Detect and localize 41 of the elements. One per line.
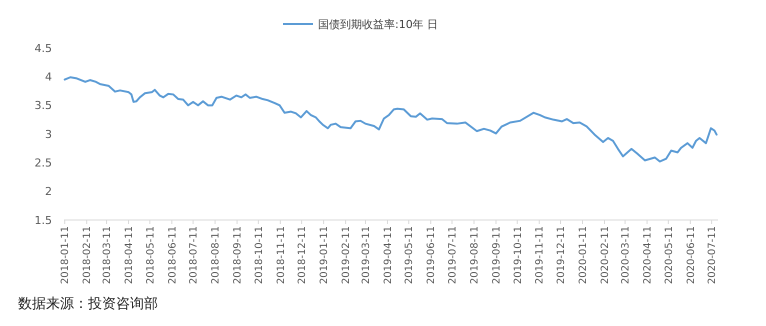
x-tick-label: 2019-05-11 (404, 226, 416, 284)
x-tick-label: 2018-11-11 (276, 226, 287, 284)
y-tick-label: 2.5 (34, 156, 52, 170)
x-tick-label: 2019-04-11 (382, 226, 394, 284)
x-tick-label: 2018-01-11 (60, 226, 72, 284)
y-tick-label: 2 (45, 185, 52, 198)
x-tick-label: 2019-11-11 (534, 226, 546, 284)
x-tick-label: 2018-04-11 (124, 226, 136, 284)
x-tick-label: 2019-07-11 (448, 226, 458, 284)
x-tick-label: 2019-10-11 (512, 226, 524, 284)
x-tick-label: 2020-03-11 (620, 226, 632, 284)
y-tick-label: 3 (45, 128, 52, 141)
x-tick-label: 2018-06-11 (167, 226, 178, 284)
x-tick-label: 2019-08-11 (469, 226, 480, 284)
x-tick-label: 2020-07-11 (707, 226, 718, 284)
x-tick-label: 2020-06-11 (686, 226, 697, 284)
x-tick-label: 2018-12-11 (297, 226, 308, 284)
x-tick-label: 2018-10-11 (254, 226, 265, 284)
x-tick-label: 2019-03-11 (360, 226, 372, 284)
x-tick-label: 2020-05-11 (664, 226, 675, 284)
y-tick-label: 1.5 (34, 214, 52, 227)
y-tick-label: 4 (45, 70, 52, 84)
line-series (64, 76, 718, 163)
x-tick-label: 2019-09-11 (491, 226, 502, 284)
y-tick-label: 4.5 (34, 42, 52, 55)
x-tick-label: 2019-12-11 (556, 226, 568, 284)
x-tick-label: 2018-07-11 (188, 226, 200, 284)
x-tick-label: 2018-03-11 (102, 226, 114, 284)
legend-label: 国债到期收益率:10年 日 (318, 18, 438, 31)
x-tick-label: 2019-06-11 (426, 226, 438, 284)
x-tick-label: 2018-02-11 (82, 226, 94, 284)
x-tick-label: 2019-01-11 (319, 226, 330, 284)
x-tick-label: 2018-09-11 (232, 226, 244, 284)
x-tick-label: 2020-01-11 (578, 226, 590, 284)
y-tick-label: 3.5 (34, 99, 52, 112)
x-tick-label: 2020-04-11 (642, 226, 654, 284)
x-tick-label: 2019-02-11 (341, 226, 352, 284)
x-tick-label: 2020-02-11 (600, 226, 612, 284)
x-tick-label: 2018-05-11 (145, 226, 156, 284)
x-tick-label: 2018-08-11 (210, 226, 222, 284)
source-note: 数据来源：投资咨询部 (18, 296, 158, 312)
